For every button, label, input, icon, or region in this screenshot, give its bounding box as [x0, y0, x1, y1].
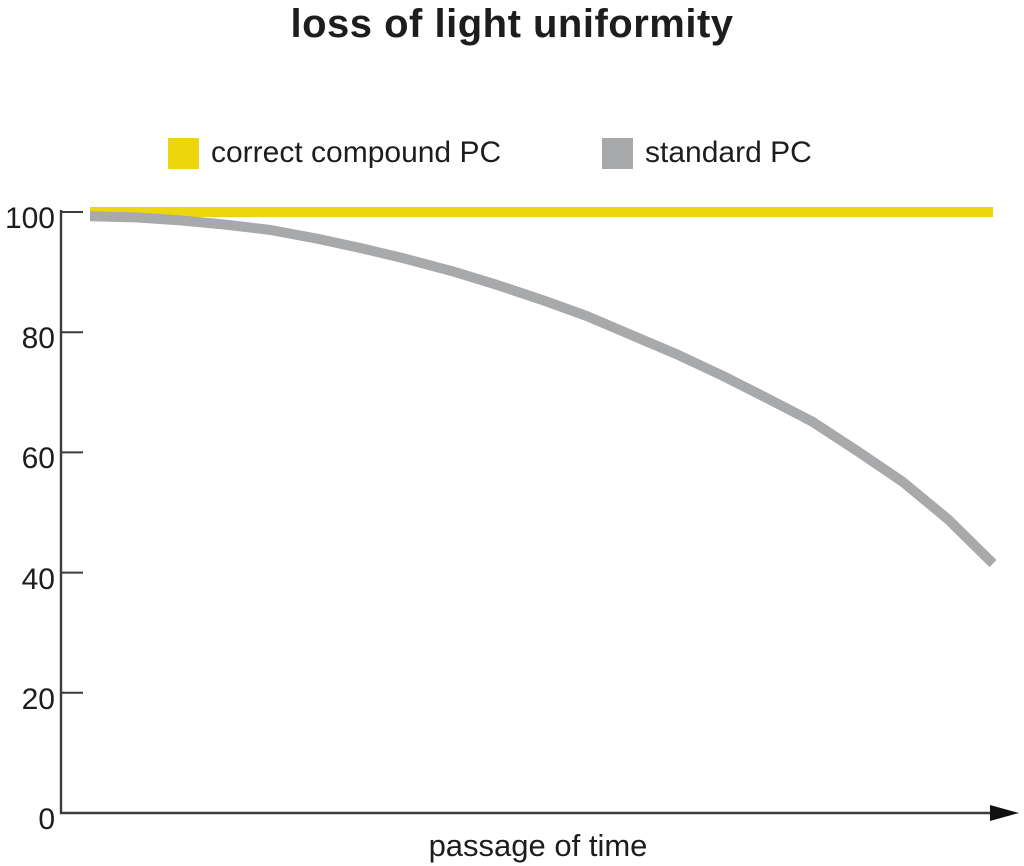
axis-lines — [59, 210, 994, 815]
legend: correct compound PC standard PC — [0, 136, 1024, 172]
legend-swatch-gray-icon — [602, 137, 633, 169]
legend-item-correct-compound-pc: correct compound PC — [168, 136, 501, 170]
y-tick-label-100: 100 — [4, 202, 55, 235]
y-tick-label-60: 60 — [21, 442, 55, 476]
legend-swatch-yellow-icon — [168, 137, 199, 169]
legend-label-standard-pc: standard PC — [645, 136, 812, 169]
y-tick-label-40: 40 — [21, 562, 55, 596]
y-tick-label-0: 0 — [38, 803, 55, 836]
y-tick-label-80: 80 — [21, 322, 55, 356]
legend-label-correct-compound-pc: correct compound PC — [211, 136, 502, 169]
series-line-standard-pc — [89, 211, 997, 568]
legend-item-standard-pc: standard PC — [602, 136, 812, 170]
y-tick-label-20: 20 — [21, 682, 55, 716]
chart-title: loss of light uniformity — [290, 2, 734, 46]
x-axis-label: passage of time — [428, 828, 648, 863]
x-axis-arrow-icon — [990, 805, 1019, 821]
